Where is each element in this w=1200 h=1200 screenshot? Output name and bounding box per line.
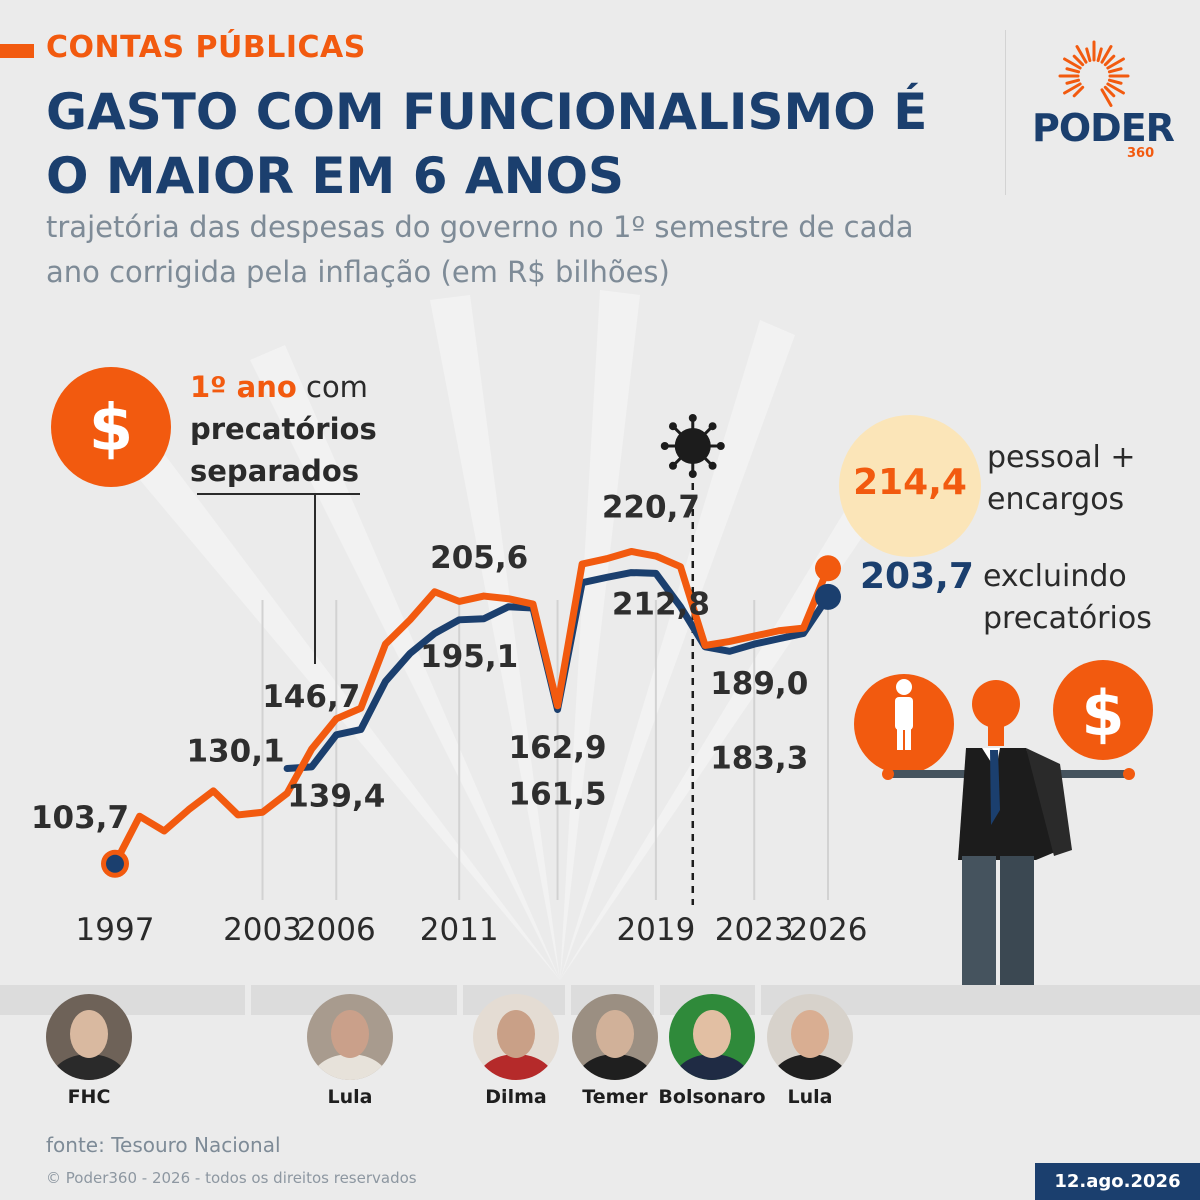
person-balancing-illustration: $ (854, 660, 1153, 990)
legend-excl-label: excluindo precatórios (983, 556, 1152, 640)
logo-area (1005, 30, 1200, 195)
kicker-accent-bar (0, 44, 34, 58)
president-portrait (572, 994, 658, 1080)
series-end-point (815, 555, 841, 582)
source-note: fonte: Tesouro Nacional (46, 1133, 281, 1157)
series-line (111, 547, 832, 868)
president-name: FHC (67, 1086, 111, 1108)
data-label: 139,4 (287, 778, 385, 814)
kicker: CONTAS PÚBLICAS (46, 30, 366, 65)
page-title: GASTO COM FUNCIONALISMO É O MAIOR EM 6 A… (46, 83, 928, 205)
president-portrait (669, 994, 755, 1080)
president-name: Dilma (485, 1086, 547, 1108)
person-icon (895, 679, 913, 750)
data-label: 162,9 (509, 730, 607, 766)
dollar-sign-icon: $ (51, 367, 171, 487)
precatorios-note-highlight: 1º ano (190, 370, 297, 404)
legend-excl-value: 203,7 (860, 556, 974, 597)
legend-excl-label-2: precatórios (983, 601, 1152, 636)
president-portrait (307, 994, 393, 1080)
series-line (283, 569, 832, 772)
data-label: 220,7 (602, 489, 700, 525)
logo-wordmark: PODER (1032, 106, 1175, 150)
publication-date: 12.ago.2026 (1035, 1163, 1200, 1200)
subtitle: trajetória das despesas do governo no 1º… (46, 210, 914, 289)
legend-total-value: 214,4 (853, 462, 967, 503)
precatorios-note-line2: precatórios (190, 412, 377, 446)
president-portrait (473, 994, 559, 1080)
person-head (972, 680, 1020, 728)
dollar-sign-glyph: $ (1081, 677, 1124, 750)
president-name: Bolsonaro (658, 1086, 766, 1108)
x-tick-label: 2026 (789, 912, 868, 948)
precatorios-pointer-line (197, 493, 360, 664)
president-name: Temer (582, 1086, 648, 1108)
president-name: Lula (787, 1086, 833, 1108)
x-tick-label: 2011 (420, 912, 499, 948)
legend-total-label-2: encargos (987, 482, 1125, 517)
data-label: 205,6 (430, 540, 528, 576)
svg-text:$: $ (89, 392, 134, 466)
precatorios-note-line3: separados (190, 454, 360, 488)
dollar-sign-icon (1053, 660, 1153, 760)
legend-total-label-1: pessoal + (987, 440, 1136, 475)
data-label: 130,1 (186, 733, 284, 769)
x-tick-label: 2006 (297, 912, 376, 948)
data-label: 212,8 (612, 587, 710, 623)
x-tick-label: 2023 (715, 912, 794, 948)
precatorios-note: 1º ano com precatórios separados (190, 366, 377, 492)
x-tick-label: 2019 (616, 912, 695, 948)
x-tick-label: 2003 (223, 912, 302, 948)
data-label: 161,5 (509, 776, 607, 812)
x-tick-label: 1997 (76, 912, 155, 948)
series-end-point (815, 583, 841, 610)
president-portrait (767, 994, 853, 1080)
data-label: 189,0 (710, 666, 808, 702)
precatorios-note-text: com (296, 370, 368, 404)
data-label: 195,1 (420, 639, 518, 675)
total-value-highlight (839, 415, 981, 557)
copyright: © Poder360 - 2026 - todos os direitos re… (46, 1169, 417, 1187)
president-portrait (46, 994, 132, 1080)
series-start-point-inner (106, 854, 124, 873)
logo-sun-icon (1058, 40, 1130, 107)
legend-excl-label-1: excluindo (983, 559, 1127, 594)
data-label: 103,7 (31, 800, 129, 836)
data-label: 183,3 (710, 740, 808, 776)
data-label: 146,7 (262, 679, 360, 715)
logo-suffix: 360 (1127, 146, 1155, 161)
legend-total-label: pessoal + encargos (987, 437, 1136, 521)
president-name: Lula (327, 1086, 373, 1108)
coronavirus-icon (660, 414, 725, 478)
